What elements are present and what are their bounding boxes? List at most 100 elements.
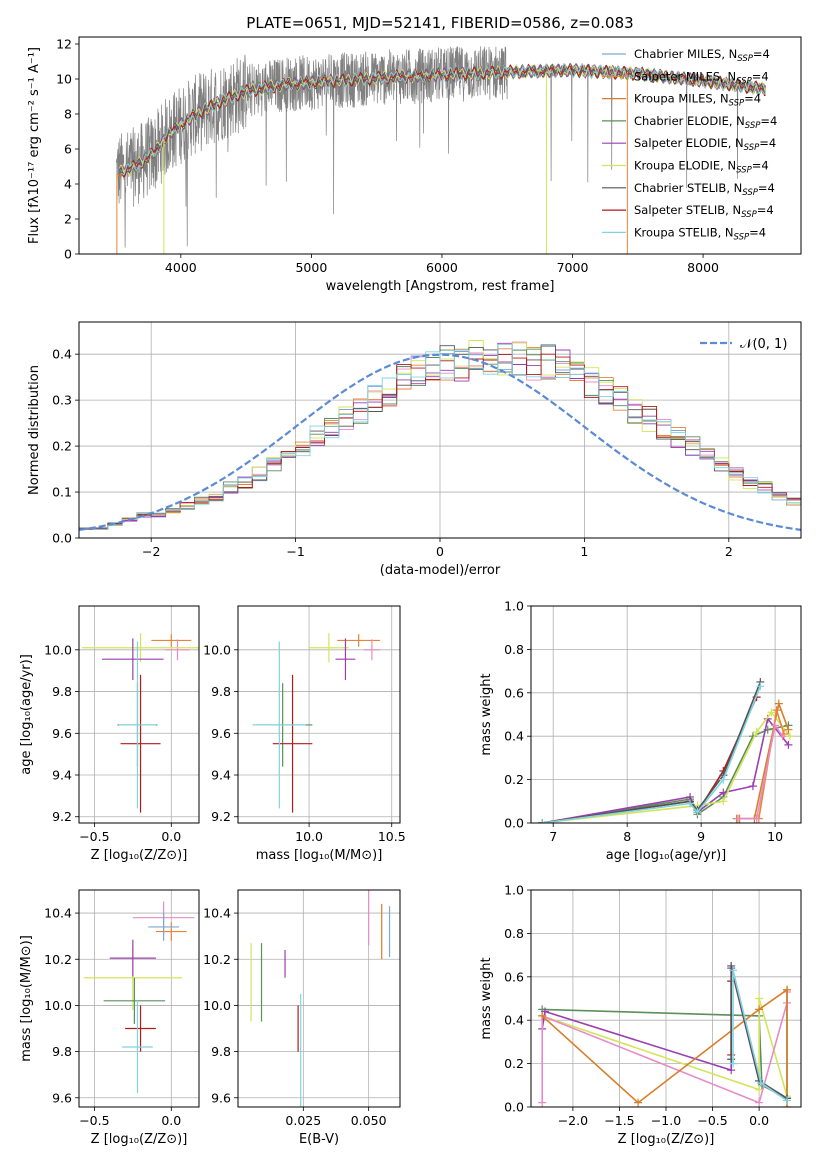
y-tick-label: 0.4 <box>52 347 72 362</box>
weight-marker <box>778 732 787 741</box>
weight-line <box>541 724 789 823</box>
error-bar <box>119 641 156 809</box>
error-bar <box>82 633 199 663</box>
weight-marker <box>719 775 728 784</box>
y-tick-label: 10.0 <box>44 998 72 1013</box>
legend-label: Salpeter STELIB, NSSP=4 <box>634 203 774 220</box>
weight-marker <box>686 799 695 808</box>
y-tick-label: 0.4 <box>504 729 524 744</box>
weight-marker <box>634 1098 643 1107</box>
axes-7: 0.025 0.050 9.6 9.8 10.0 10.2 10.4 E(B-V) <box>203 889 401 1147</box>
y-tick-label: 10 <box>56 72 72 87</box>
axes-frame <box>78 36 802 255</box>
weight-marker <box>538 819 547 823</box>
weight-marker <box>727 961 736 970</box>
x-tick-label: 6000 <box>426 260 458 275</box>
x-tick-label: 10.5 <box>378 829 406 844</box>
weight-marker <box>727 1066 736 1075</box>
histogram-step-line <box>79 341 801 538</box>
model-spectrum-line <box>120 62 766 176</box>
weight-marker <box>774 699 783 708</box>
legend: Chabrier MILES, NSSP=4 Salpeter MILES, NS… <box>602 47 777 242</box>
x-tick-label: 0.025 <box>285 1113 321 1128</box>
x-tick-label: −1.5 <box>604 1113 634 1128</box>
x-tick-label: 5000 <box>295 260 327 275</box>
y-tick-label: 0.2 <box>52 439 72 454</box>
y-tick-label: 0.2 <box>504 772 524 787</box>
weight-marker <box>729 1059 738 1068</box>
x-tick-label: −2 <box>142 544 160 559</box>
y-tick-label: 2 <box>64 212 72 227</box>
weight-marker <box>783 985 792 994</box>
plot-area <box>115 46 767 254</box>
legend-label: Salpeter ELODIE, NSSP=4 <box>634 136 776 153</box>
model-spectrum-line <box>119 63 767 177</box>
y-tick-label: 10.0 <box>203 642 231 657</box>
plot-area <box>79 340 801 538</box>
y-tick-label: 8 <box>64 107 72 122</box>
x-axis-label: (data-model)/error <box>380 563 501 578</box>
legend-label: Chabrier ELODIE, NSSP=4 <box>634 114 777 131</box>
y-tick-label: 9.2 <box>52 809 72 824</box>
weight-marker <box>727 1055 736 1064</box>
y-axis-label: mass weight <box>479 957 494 1039</box>
error-bar <box>363 639 381 661</box>
axes-5: 7 8 9 10 0.0 0.2 0.4 0.6 0.8 1.0 age [log₁₀(age/yr… <box>479 599 802 863</box>
weight-marker <box>755 1098 764 1107</box>
y-tick-label: 0.4 <box>504 1013 524 1028</box>
axes-frame <box>237 605 401 824</box>
axes-frame <box>78 605 200 824</box>
weight-line <box>730 965 788 1099</box>
x-tick-label: 10 <box>767 829 783 844</box>
x-tick-label: 2 <box>725 544 733 559</box>
weight-line <box>541 998 788 1097</box>
error-bar <box>120 674 161 813</box>
x-tick-label: −1.0 <box>651 1113 681 1128</box>
legend-label: Chabrier MILES, NSSP=4 <box>634 47 770 64</box>
weight-marker <box>784 740 793 749</box>
y-tick-label: 10.4 <box>203 906 231 921</box>
weight-line <box>739 709 785 820</box>
y-tick-label: 0.0 <box>504 816 524 831</box>
weight-marker <box>540 1007 549 1016</box>
axes-frame <box>78 321 802 539</box>
y-axis-label: mass weight <box>479 673 494 755</box>
error-bar <box>337 634 381 647</box>
y-axis-label: mass [log₁₀(M/M⊙)] <box>19 935 34 1062</box>
legend-label: Kroupa ELODIE, NSSP=4 <box>634 159 769 176</box>
y-tick-label: 9.6 <box>211 726 231 741</box>
x-axis-label: Z [log₁₀(Z/Z⊙)] <box>91 848 188 863</box>
x-tick-label: 10.0 <box>295 829 323 844</box>
plot-area <box>83 901 195 1094</box>
y-tick-label: 9.6 <box>52 726 72 741</box>
weight-marker <box>719 788 728 797</box>
y-tick-label: 0.1 <box>52 485 72 500</box>
x-tick-label: −0.5 <box>697 1113 727 1128</box>
x-axis-label: Z [log₁₀(Z/Z⊙)] <box>618 1132 715 1147</box>
y-axis-label: age [log₁₀(age/yr)] <box>19 654 34 775</box>
error-bar <box>309 633 349 663</box>
x-tick-label: 0.0 <box>749 1113 769 1128</box>
error-bar <box>103 977 166 1024</box>
y-tick-label: 0.8 <box>504 642 524 657</box>
y-tick-label: 9.4 <box>211 768 231 783</box>
x-tick-label: 7 <box>549 829 557 844</box>
y-tick-label: 4 <box>64 177 72 192</box>
y-axis-label: Flux [fλ10⁻¹⁷ erg cm⁻² s⁻¹ A⁻¹] <box>27 47 42 244</box>
gaussian-curve <box>79 353 801 531</box>
y-tick-label: 0.8 <box>504 926 524 941</box>
plot-area <box>538 677 794 823</box>
legend-label: 𝒩(0, 1) <box>740 337 787 352</box>
legend-label: Salpeter MILES, NSSP=4 <box>634 69 769 86</box>
axes-8: −2.0 −1.5 −1.0 −0.5 0.0 0.0 0.2 0.4 0.6 0.8 1.0 Z [… <box>479 883 802 1147</box>
x-axis-label: mass [log₁₀(M/M⊙)] <box>256 848 383 863</box>
weight-marker <box>729 966 738 975</box>
y-tick-label: 0.0 <box>52 531 72 546</box>
weight-line <box>738 723 784 820</box>
y-axis-label: Normed distribution <box>27 365 42 495</box>
weight-line <box>541 686 762 823</box>
plot-area <box>82 633 199 813</box>
weight-marker <box>755 994 764 1003</box>
axes-6: −0.5 0.0 9.6 9.8 10.0 10.2 10.4 Z [log₁₀(Z/Z⊙)]… <box>19 889 200 1147</box>
weight-marker <box>767 708 776 717</box>
